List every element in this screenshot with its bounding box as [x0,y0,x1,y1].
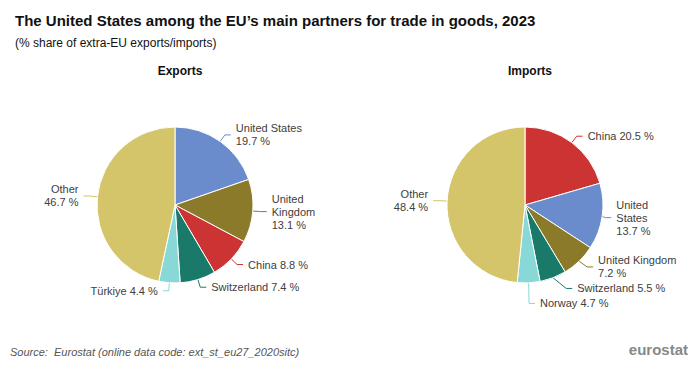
svg-text:China 20.5 %: China 20.5 % [588,130,654,142]
svg-text:Norway 4.7 %: Norway 4.7 % [540,297,609,309]
svg-text:Kingdom: Kingdom [272,206,315,218]
svg-text:7.2 %: 7.2 % [598,267,626,279]
svg-text:United: United [616,199,648,211]
svg-text:Source: Eurostat (online data: Source: Eurostat (online data code: ext_… [10,346,300,358]
svg-text:Other: Other [401,188,429,200]
svg-text:Other: Other [51,183,79,195]
svg-text:United Kingdom: United Kingdom [598,254,676,266]
svg-text:48.4 %: 48.4 % [394,201,428,213]
svg-text:Exports: Exports [158,64,203,78]
svg-text:Türkiye 4.4 %: Türkiye 4.4 % [91,285,158,297]
svg-text:19.7 %: 19.7 % [236,135,270,147]
svg-text:The United States among the EU: The United States among the EU’s main pa… [15,12,535,29]
svg-text:Switzerland 5.5 %: Switzerland 5.5 % [577,282,665,294]
svg-text:United: United [272,193,304,205]
svg-text:United States: United States [236,122,303,134]
svg-text:States: States [616,212,648,224]
svg-text:Imports: Imports [508,64,552,78]
svg-text:Switzerland 7.4 %: Switzerland 7.4 % [211,281,299,293]
svg-text:(% share of extra-EU exports/i: (% share of extra-EU exports/imports) [15,36,216,50]
svg-text:eurostat: eurostat [629,341,688,358]
svg-text:13.7 %: 13.7 % [616,225,650,237]
svg-text:13.1 %: 13.1 % [272,219,306,231]
svg-text:46.7 %: 46.7 % [44,196,78,208]
svg-text:China 8.8 %: China 8.8 % [248,259,308,271]
